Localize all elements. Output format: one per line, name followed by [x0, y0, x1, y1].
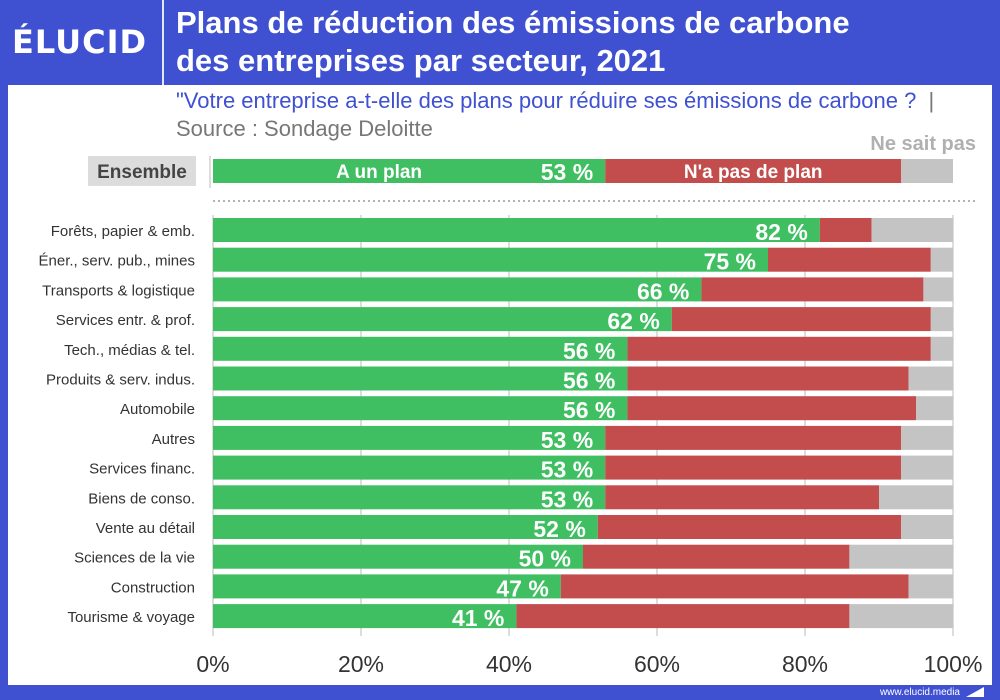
bar-no-plan	[605, 425, 902, 450]
category-label: Sciences de la vie	[74, 550, 195, 567]
legend-unknown: Ne sait pas	[870, 133, 976, 155]
value-label: 75 %	[704, 249, 756, 275]
value-label: 47 %	[496, 575, 548, 601]
bar-unknown	[930, 336, 953, 361]
bar-no-plan	[627, 396, 916, 421]
footer-logo-mark	[966, 687, 984, 697]
source-note: Source : Sondage Deloitte	[176, 116, 433, 141]
bar-plan	[213, 277, 702, 302]
category-label: Transports & logistique	[42, 282, 195, 299]
survey-question: "Votre entreprise a-t-elle des plans pou…	[176, 88, 917, 113]
bar-plan	[213, 455, 606, 480]
bar-no-plan	[560, 574, 909, 599]
bar-no-plan	[516, 604, 850, 629]
value-label: 53 %	[541, 427, 593, 453]
bar-unknown	[908, 366, 953, 391]
chart-title: Plans de réduction des émissions de carb…	[176, 4, 986, 80]
category-label: Vente au détail	[96, 520, 195, 537]
value-label: 62 %	[607, 308, 659, 334]
overall-label-box	[88, 156, 196, 186]
bar-unknown	[930, 247, 953, 272]
legend-plan: A un plan	[336, 162, 422, 183]
bar-plan	[213, 218, 820, 242]
x-tick-label: 40%	[486, 651, 532, 677]
bar-unknown	[901, 455, 953, 480]
bar-unknown	[901, 425, 953, 450]
bar-no-plan	[701, 277, 924, 302]
x-tick-label: 100%	[924, 651, 983, 677]
category-label: Construction	[111, 579, 195, 596]
subtitle-separator: |	[928, 88, 935, 113]
value-label: 50 %	[519, 546, 571, 572]
overall-bar-unknown	[901, 159, 953, 183]
x-tick-label: 20%	[338, 651, 384, 677]
bar-plan	[213, 366, 628, 391]
bar-no-plan	[671, 307, 931, 332]
legend-no-plan: N'a pas de plan	[684, 162, 823, 183]
elucid-logo: ÉLUCID	[12, 23, 148, 61]
bar-plan	[213, 425, 606, 450]
overall-label: Ensemble	[97, 162, 187, 183]
x-tick-label: 60%	[634, 651, 680, 677]
overall-bar-no-plan	[605, 159, 902, 183]
value-label: 56 %	[563, 397, 615, 423]
bar-unknown	[916, 396, 953, 421]
category-label: Tourisme & voyage	[67, 609, 195, 626]
stacked-bar-chart: Ensemble 53 % A un plan N'a pas de plan Ne s…	[39, 133, 983, 677]
category-label: Tech., médias & tel.	[64, 342, 195, 359]
bar-plan	[213, 336, 628, 361]
bar-plan	[213, 485, 606, 510]
footer-url: www.elucid.media	[879, 687, 960, 698]
category-label: Forêts, papier & emb.	[51, 223, 195, 240]
bar-plan	[213, 604, 517, 629]
bar-no-plan	[627, 366, 909, 391]
category-label: Services entr. & prof.	[56, 312, 195, 329]
x-tick-label: 80%	[782, 651, 828, 677]
bar-plan	[213, 396, 628, 421]
bar-plan	[213, 574, 561, 599]
bar-no-plan	[597, 515, 902, 539]
category-label: Autres	[152, 431, 195, 448]
category-label: Biens de conso.	[88, 490, 195, 507]
bar-plan	[213, 544, 583, 569]
bar-no-plan	[605, 455, 902, 480]
bar-unknown	[930, 307, 953, 332]
chart-subtitle: "Votre entreprise a-t-elle des plans pou…	[176, 87, 976, 143]
bar-no-plan	[819, 218, 872, 242]
footer: www.elucid.media	[0, 685, 1000, 700]
bar-no-plan	[583, 544, 850, 569]
header-divider	[162, 0, 164, 85]
value-label: 41 %	[452, 605, 504, 631]
value-label: 53 %	[541, 486, 593, 512]
category-label: Services financ.	[89, 461, 195, 478]
bar-no-plan	[627, 336, 931, 361]
bar-unknown	[879, 485, 953, 510]
bar-unknown	[908, 574, 953, 599]
value-label: 56 %	[563, 368, 615, 394]
value-label: 56 %	[563, 338, 615, 364]
category-label: Produits & serv. indus.	[46, 372, 195, 389]
bar-unknown	[923, 277, 953, 302]
value-label: 82 %	[755, 219, 807, 245]
value-label: 52 %	[533, 516, 585, 542]
bar-no-plan	[768, 247, 931, 272]
overall-value-label: 53 %	[541, 159, 593, 185]
bar-unknown	[871, 218, 953, 242]
bar-plan	[213, 247, 768, 272]
bar-unknown	[849, 604, 953, 629]
bar-plan	[213, 307, 672, 332]
overall-bar-plan	[213, 159, 606, 183]
bar-unknown	[901, 515, 953, 539]
value-label: 66 %	[637, 278, 689, 304]
title-line-1: Plans de réduction des émissions de carb…	[176, 5, 850, 40]
bar-plan	[213, 515, 598, 539]
header: ÉLUCID Plans de réduction des émissions …	[0, 0, 1000, 85]
category-label: Éner., serv. pub., mines	[39, 253, 195, 270]
value-label: 53 %	[541, 457, 593, 483]
x-tick-label: 0%	[196, 651, 229, 677]
title-line-2: des entreprises par secteur, 2021	[176, 43, 666, 78]
category-label: Automobile	[120, 401, 195, 418]
bar-no-plan	[605, 485, 879, 510]
bar-unknown	[849, 544, 953, 569]
